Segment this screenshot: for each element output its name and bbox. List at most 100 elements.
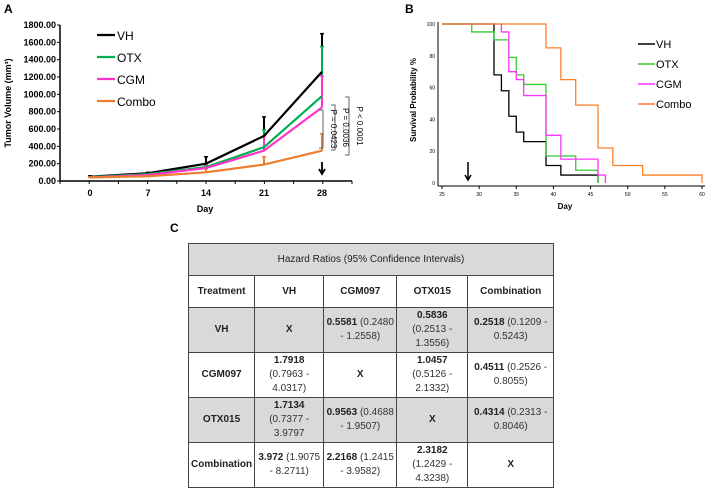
y-tick-label: 1800.00 (23, 20, 56, 30)
x-tick-label: 40 (551, 192, 557, 198)
hazard-ratio-cell: 1.7134 (0.7377 - 3.9797 (254, 397, 325, 443)
hazard-ratio: 3.972 (258, 452, 284, 463)
x-tick-label: 0 (87, 188, 92, 198)
p-value-label: P = 0.0423 (329, 110, 338, 149)
hazard-ratio: 1.7134 (273, 400, 305, 411)
hazard-ratio-cell: 0.4511 (0.2526 - 0.8055) (467, 352, 554, 398)
hazard-ratio: 0.2518 (473, 317, 505, 328)
hazard-ratio-cell: 0.2518 (0.1209 - 0.5243) (467, 307, 554, 353)
panel-a-label: A (4, 2, 13, 16)
x-tick-label: 30 (476, 192, 482, 198)
y-tick-label: 40 (429, 117, 435, 123)
series-line-combo (89, 149, 323, 179)
row-label-cell: OTX015 (187, 397, 256, 443)
x-axis-label: Day (558, 202, 573, 211)
km-curve-vh (442, 23, 599, 183)
diagonal-cell: X (467, 442, 554, 488)
hazard-ratio-cell: 0.5836 (0.2513 - 1.3556) (396, 307, 469, 353)
hazard-ratio: 1.7918 (273, 355, 305, 366)
hazard-ratio: 0.4511 (474, 362, 505, 373)
diagonal-mark: X (356, 369, 364, 380)
x-tick-label: 60 (699, 192, 705, 198)
legend-label: VH (117, 29, 134, 43)
y-tick-label: 200.00 (28, 159, 56, 169)
row-label: OTX015 (202, 414, 241, 425)
diagonal-cell: X (254, 307, 325, 353)
row-label: CGM097 (201, 369, 242, 380)
x-tick-label: 14 (201, 188, 211, 198)
x-tick-label: 45 (588, 192, 594, 198)
x-tick-label: 28 (317, 188, 327, 198)
km-curve-combo (442, 23, 703, 183)
legend-label: VH (656, 39, 671, 51)
hazard-ratio: 0.5581 (326, 317, 358, 328)
y-tick-label: 400.00 (28, 141, 56, 151)
diagonal-cell: X (396, 397, 469, 443)
hazard-ratio: 1.0457 (416, 355, 448, 366)
diagonal-mark: X (285, 324, 293, 335)
hazard-ratio-cell: 1.0457 (0.5126 - 2.1332) (396, 352, 469, 398)
hazard-ratio: 2.2168 (326, 452, 358, 463)
confidence-interval: (0.2513 - 1.3556) (412, 324, 453, 349)
hazard-ratio-cell: 0.4314 (0.2313 - 0.8046) (467, 397, 554, 443)
y-axis-label: Tumor Volume (mm³) (3, 58, 13, 147)
confidence-interval: (1.2429 - 4.3238) (412, 459, 453, 484)
y-tick-label: 0 (432, 181, 435, 187)
legend-label: Combo (656, 99, 691, 111)
hazard-ratio-cell: 1.7918 (0.7963 - 4.0317) (254, 352, 325, 398)
legend-label: OTX (656, 59, 679, 71)
x-tick-label: 55 (662, 192, 668, 198)
y-tick-label: 1000.00 (23, 89, 56, 99)
header-cell: VH (254, 275, 325, 308)
confidence-interval: (0.2313 - 0.8046) (493, 407, 548, 432)
y-tick-label: 60 (429, 86, 435, 92)
y-tick-label: 1200.00 (23, 72, 56, 82)
column-header: VH (282, 285, 297, 297)
x-tick-label: 25 (439, 192, 445, 198)
arrow-icon (464, 162, 472, 182)
column-header: CGM097 (340, 285, 381, 297)
table-title: Hazard Ratios (95% Confidence Intervals) (188, 243, 554, 276)
y-tick-label: 600.00 (28, 124, 56, 134)
row-label: Combination (191, 459, 253, 470)
column-header: Treatment (197, 285, 246, 297)
y-axis-label: Survival Probability % (409, 58, 418, 142)
header-cell: OTX015 (396, 275, 469, 308)
confidence-interval: (0.4688 - 1.9507) (340, 407, 394, 432)
confidence-interval: (0.2526 - 0.8055) (493, 362, 548, 387)
hazard-ratio: 0.9563 (326, 407, 358, 418)
header-cell: Combination (467, 275, 554, 308)
hazard-ratio-cell: 3.972 (1.9075 - 8.2711) (254, 442, 325, 488)
hazard-ratio-cell: 0.5581 (0.2480 - 1.2558) (323, 307, 398, 353)
y-tick-label: 80 (429, 54, 435, 60)
table-row: VH X 0.5581 (0.2480 - 1.2558) 0.5836 (0.251… (187, 307, 554, 353)
hazard-ratio-cell: 2.2168 (1.2415 - 3.9582) (323, 442, 398, 488)
x-tick-label: 7 (145, 188, 150, 198)
y-tick-label: 20 (429, 149, 435, 155)
significance-bracket (345, 96, 350, 156)
tumor-volume-chart: 0.00 200.00 400.00 600.00 800.00 1000.00 1200.… (3, 20, 364, 214)
hazard-ratio-cell: 0.9563 (0.4688 - 1.9507) (323, 397, 398, 443)
column-header: Combination (480, 285, 542, 297)
panel-c-label: C (170, 221, 179, 235)
diagonal-mark: X (507, 459, 515, 470)
legend-label: CGM (656, 79, 682, 91)
hazard-ratio-cell: 2.3182 (1.2429 - 4.3238) (396, 442, 469, 488)
x-axis-label: Day (197, 204, 214, 214)
hazard-ratio-table: Hazard Ratios (95% Confidence Intervals)… (187, 243, 554, 488)
x-tick-label: 35 (514, 192, 520, 198)
p-value-label: P = 0.0036 (341, 108, 350, 147)
header-cell: Treatment (187, 275, 256, 308)
column-header: OTX015 (413, 285, 451, 297)
legend-label: Combo (117, 95, 156, 109)
survival-chart: 0 20 40 60 80 100 25 30 35 40 45 50 55 60 Day Survival … (409, 22, 705, 211)
diagonal-cell: X (323, 352, 398, 398)
row-label-cell: CGM097 (187, 352, 256, 398)
x-tick-label: 21 (259, 188, 269, 198)
diagonal-mark: X (428, 414, 436, 425)
significance-bracket (319, 109, 324, 149)
hazard-ratio: 0.5836 (416, 310, 448, 321)
p-value-label: P < 0.0001 (355, 107, 364, 146)
table-row: OTX015 1.7134 (0.7377 - 3.9797 0.9563 (0.4… (187, 397, 554, 443)
y-tick-label: 1600.00 (23, 37, 56, 47)
